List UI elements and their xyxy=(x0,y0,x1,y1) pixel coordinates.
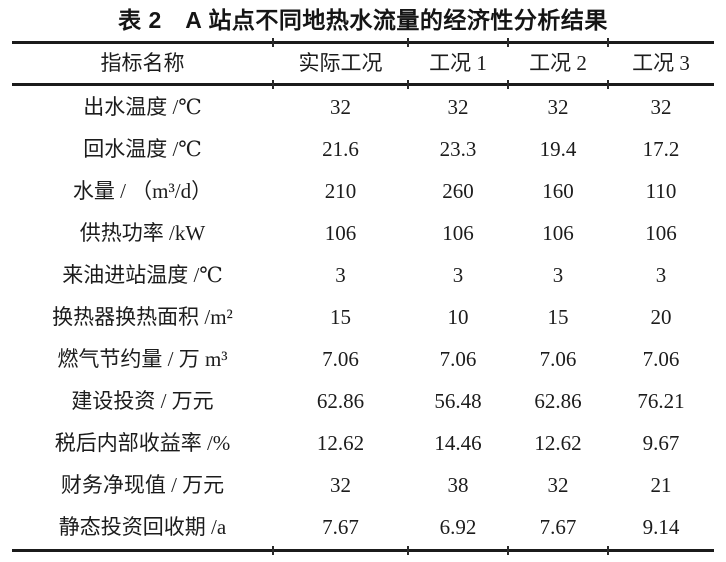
cell-value: 210 xyxy=(324,178,357,203)
column-header-case2: 工况 2 xyxy=(529,51,587,75)
cell-value: 32 xyxy=(547,94,569,119)
row-label: 出水温度 /℃ xyxy=(83,94,202,119)
cell-value: 15 xyxy=(547,305,569,330)
cell-value: 110 xyxy=(645,178,677,203)
cell-value: 7.67 xyxy=(322,515,359,540)
cell-value: 106 xyxy=(442,220,474,245)
table-body: 出水温度 /℃ 32 32 32 32 回水温度 /℃ 21.6 23.3 19… xyxy=(12,86,714,549)
cell-value: 14.46 xyxy=(434,431,482,456)
data-table: 指标名称 实际工况 工况 1 工况 2 工况 3 出水温度 /℃ 32 32 3… xyxy=(12,38,714,555)
cell-value: 9.14 xyxy=(642,515,680,540)
column-tick xyxy=(507,546,509,555)
cell-value: 3 xyxy=(335,262,346,287)
row-label: 来油进站温度 /℃ xyxy=(62,262,223,287)
row-label: 财务净现值 / 万元 xyxy=(60,473,225,498)
cell-value: 32 xyxy=(547,473,569,498)
column-header-case1: 工况 1 xyxy=(429,51,487,75)
row-label: 燃气节约量 / 万 m³ xyxy=(57,347,228,372)
table-row: 燃气节约量 / 万 m³ 7.06 7.06 7.06 7.06 xyxy=(12,339,714,381)
cell-value: 160 xyxy=(542,178,574,203)
table-header-row: 指标名称 实际工况 工况 1 工况 2 工况 3 xyxy=(12,44,714,83)
cell-value: 12.62 xyxy=(316,431,365,456)
cell-value: 10 xyxy=(447,305,469,330)
cell-value: 56.48 xyxy=(434,389,482,414)
cell-value: 7.67 xyxy=(539,515,577,540)
cell-value: 106 xyxy=(324,220,357,245)
table-row: 回水温度 /℃ 21.6 23.3 19.4 17.2 xyxy=(12,128,714,170)
cell-value: 32 xyxy=(330,94,351,119)
table-row: 来油进站温度 /℃ 3 3 3 3 xyxy=(12,254,714,296)
column-tick xyxy=(507,38,509,47)
cell-value: 23.3 xyxy=(439,136,477,161)
table-row: 建设投资 / 万元 62.86 56.48 62.86 76.21 xyxy=(12,381,714,423)
row-label: 静态投资回收期 /a xyxy=(58,515,227,540)
column-tick xyxy=(272,546,274,555)
table-caption: 表 2 A 站点不同地热水流量的经济性分析结果 xyxy=(118,7,608,33)
row-label: 供热功率 /kW xyxy=(79,220,206,245)
cell-value: 76.21 xyxy=(637,389,685,414)
cell-value: 21 xyxy=(650,473,672,498)
table-row: 换热器换热面积 /m² 15 10 15 20 xyxy=(12,296,714,338)
row-label: 建设投资 / 万元 xyxy=(71,389,214,414)
column-tick xyxy=(407,80,409,89)
cell-value: 32 xyxy=(330,473,351,498)
cell-value: 17.2 xyxy=(642,136,680,161)
row-label: 回水温度 /℃ xyxy=(83,136,202,161)
cell-value: 62.86 xyxy=(316,389,365,414)
table-header-rule xyxy=(12,83,714,86)
table-top-rule xyxy=(12,41,714,44)
column-tick xyxy=(407,546,409,555)
cell-value: 3 xyxy=(655,262,667,287)
cell-value: 6.92 xyxy=(439,515,477,540)
cell-value: 260 xyxy=(442,178,474,203)
cell-value: 3 xyxy=(452,262,464,287)
column-header-indicator: 指标名称 xyxy=(100,51,185,75)
table-row: 静态投资回收期 /a 7.67 6.92 7.67 9.14 xyxy=(12,507,714,549)
column-tick xyxy=(272,80,274,89)
cell-value: 20 xyxy=(650,305,672,330)
table-row: 水量 / （m³/d） 210 260 160 110 xyxy=(12,170,714,212)
table-row: 税后内部收益率 /% 12.62 14.46 12.62 9.67 xyxy=(12,423,714,465)
cell-value: 7.06 xyxy=(539,347,577,372)
column-tick xyxy=(607,38,609,47)
table-row: 出水温度 /℃ 32 32 32 32 xyxy=(12,86,714,128)
cell-value: 62.86 xyxy=(534,389,582,414)
column-tick xyxy=(607,546,609,555)
row-label: 税后内部收益率 /% xyxy=(54,431,231,456)
table-row: 财务净现值 / 万元 32 38 32 21 xyxy=(12,465,714,507)
cell-value: 32 xyxy=(650,94,672,119)
column-tick xyxy=(272,38,274,47)
column-tick xyxy=(507,80,509,89)
column-tick xyxy=(607,80,609,89)
cell-value: 19.4 xyxy=(539,136,577,161)
cell-value: 12.62 xyxy=(534,431,582,456)
cell-value: 3 xyxy=(552,262,564,287)
cell-value: 7.06 xyxy=(322,347,359,372)
table-row: 供热功率 /kW 106 106 106 106 xyxy=(12,212,714,254)
cell-value: 38 xyxy=(447,473,469,498)
row-label: 换热器换热面积 /m² xyxy=(52,305,233,330)
cell-value: 9.67 xyxy=(642,431,680,456)
cell-value: 7.06 xyxy=(642,347,680,372)
cell-value: 106 xyxy=(542,220,574,245)
column-header-actual: 实际工况 xyxy=(298,51,383,75)
column-header-case3: 工况 3 xyxy=(632,51,690,75)
cell-value: 15 xyxy=(330,305,351,330)
cell-value: 21.6 xyxy=(322,136,359,161)
cell-value: 32 xyxy=(447,94,469,119)
cell-value: 7.06 xyxy=(439,347,477,372)
table-bottom-rule xyxy=(12,549,714,552)
cell-value: 106 xyxy=(645,220,677,245)
column-tick xyxy=(407,38,409,47)
row-label: 水量 / （m³/d） xyxy=(72,178,213,203)
